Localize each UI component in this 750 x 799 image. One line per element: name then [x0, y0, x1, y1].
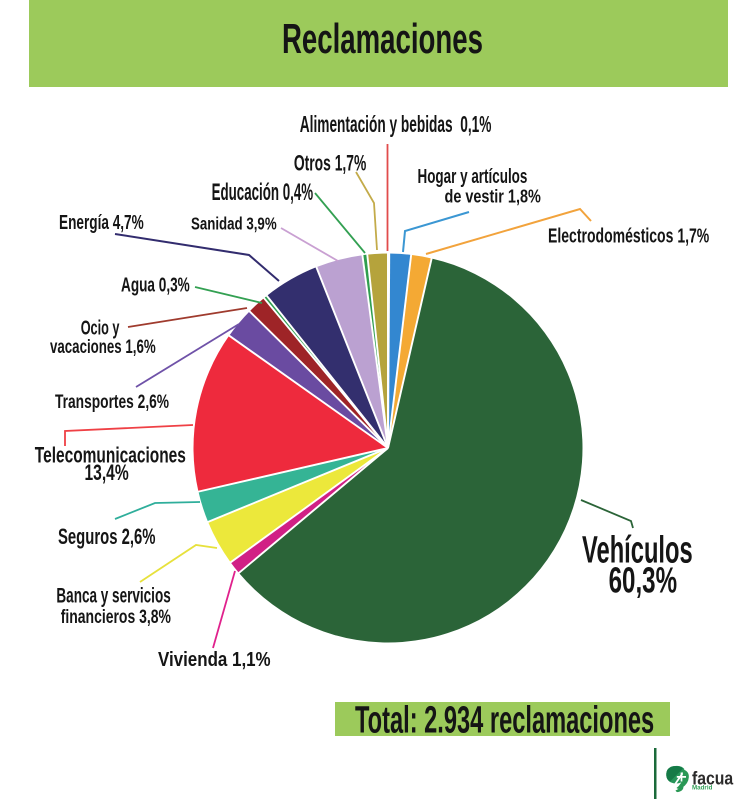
svg-text:60,3%: 60,3%: [609, 559, 677, 600]
svg-text:Ocio y: Ocio y: [81, 317, 120, 340]
svg-text:Vivienda 1,1%: Vivienda 1,1%: [158, 648, 271, 671]
svg-text:Sanidad 3,9%: Sanidad 3,9%: [191, 215, 277, 234]
svg-text:Telecomunicaciones: Telecomunicaciones: [35, 443, 186, 469]
svg-text:Agua 0,3%: Agua 0,3%: [121, 272, 190, 296]
svg-text:Transportes 2,6%: Transportes 2,6%: [55, 390, 169, 412]
svg-text:vacaciones 1,6%: vacaciones 1,6%: [50, 336, 156, 358]
svg-text:de vestir 1,8%: de vestir 1,8%: [445, 187, 542, 207]
svg-text:Hogar y artículos: Hogar y artículos: [418, 164, 528, 188]
svg-text:Otros 1,7%: Otros 1,7%: [294, 150, 367, 175]
svg-text:facua: facua: [692, 767, 734, 789]
svg-text:Electrodomésticos 1,7%: Electrodomésticos 1,7%: [548, 224, 710, 247]
svg-text:Madrid: Madrid: [692, 784, 713, 791]
svg-text:Educación 0,4%: Educación 0,4%: [212, 180, 314, 206]
svg-text:13,4%: 13,4%: [85, 462, 129, 486]
svg-text:Alimentación y bebidas 0,1%: Alimentación y bebidas 0,1%: [300, 111, 492, 136]
svg-text:Reclamaciones: Reclamaciones: [282, 16, 483, 62]
svg-text:Seguros 2,6%: Seguros 2,6%: [58, 524, 156, 549]
svg-text:Banca y servicios: Banca y servicios: [56, 583, 170, 607]
svg-text:Vehículos: Vehículos: [582, 528, 693, 571]
svg-text:Total: 2.934 reclamaciones: Total: 2.934 reclamaciones: [355, 698, 654, 741]
svg-text:financieros 3,8%: financieros 3,8%: [61, 605, 171, 628]
svg-text:Energía 4,7%: Energía 4,7%: [59, 210, 144, 234]
